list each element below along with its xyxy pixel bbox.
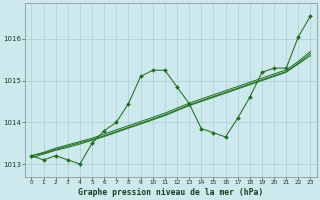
X-axis label: Graphe pression niveau de la mer (hPa): Graphe pression niveau de la mer (hPa): [78, 188, 264, 197]
